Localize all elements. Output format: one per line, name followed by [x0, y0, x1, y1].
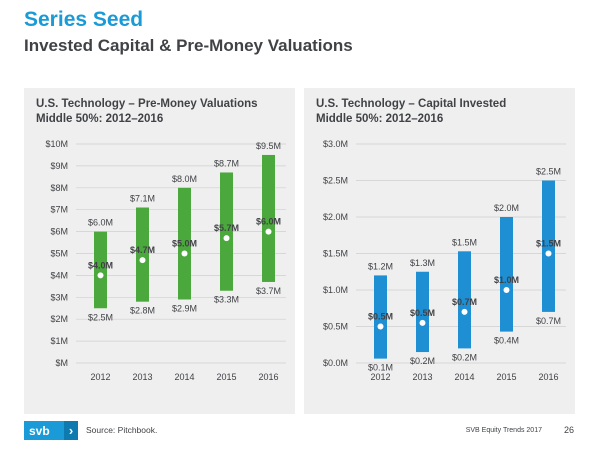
range-bar [374, 275, 387, 359]
y-tick-label: $5M [50, 249, 68, 259]
y-tick-label: $0.0M [323, 358, 348, 368]
page-title: Series Seed [24, 8, 144, 31]
y-tick-label: $1.0M [323, 285, 348, 295]
y-tick-label: $6M [50, 227, 68, 237]
x-tick-label: 2014 [174, 372, 194, 382]
range-bar [500, 217, 513, 332]
y-tick-label: $8M [50, 183, 68, 193]
y-tick-label: $4M [50, 270, 68, 280]
low-value-label: $2.5M [88, 312, 113, 322]
pre-money-chart: $M $1M $2M $3M $4M $5M $6M $7M $8M $9M $10M $6.0M $2… [45, 139, 286, 382]
range-bar [458, 251, 471, 349]
range-bar [542, 180, 555, 312]
median-value-label: $4.7M [130, 245, 155, 255]
low-value-label: $3.3M [214, 295, 239, 305]
y-tick-label: $10M [45, 139, 68, 149]
low-value-label: $0.4M [494, 336, 519, 346]
x-tick-label: 2013 [132, 372, 152, 382]
median-value-label: $0.5M [368, 312, 393, 322]
y-tick-label: $9M [50, 161, 68, 171]
median-marker [97, 272, 104, 279]
median-marker [461, 308, 468, 315]
y-tick-label: $2.0M [323, 212, 348, 222]
median-marker [545, 250, 552, 257]
range-bar [178, 187, 191, 300]
high-value-label: $1.5M [452, 237, 477, 247]
y-tick-label: $3M [50, 292, 68, 302]
chevron-right-icon: › [64, 421, 78, 440]
chart-title: U.S. Technology – Capital Invested Middl… [316, 97, 506, 127]
median-marker [419, 319, 426, 326]
low-value-label: $2.9M [172, 303, 197, 313]
range-bar [94, 231, 107, 309]
x-tick-label: 2015 [496, 372, 516, 382]
chart-subtitle-line: Middle 50%: 2012–2016 [316, 113, 444, 125]
median-value-label: $1.5M [536, 239, 561, 249]
high-value-label: $8.7M [214, 158, 239, 168]
y-tick-label: $2M [50, 314, 68, 324]
y-tick-label: $M [55, 358, 68, 368]
median-marker [265, 228, 272, 235]
median-value-label: $0.5M [410, 308, 435, 318]
source-note: Source: Pitchbook. [86, 425, 158, 435]
median-value-label: $1.0M [494, 275, 519, 285]
range-bar [220, 172, 233, 291]
y-tick-label: $1.5M [323, 249, 348, 259]
range-bar [416, 271, 429, 353]
chart-title: U.S. Technology – Pre-Money Valuations M… [36, 97, 258, 127]
low-value-label: $0.2M [452, 352, 477, 362]
y-tick-label: $0.5M [323, 322, 348, 332]
low-value-label: $0.2M [410, 356, 435, 366]
range-bar [136, 207, 149, 302]
y-tick-label: $3.0M [323, 139, 348, 149]
range-bar [262, 154, 275, 282]
chart-panel-capital-invested: U.S. Technology – Capital Invested Middl… [304, 88, 575, 414]
y-tick-label: $7M [50, 205, 68, 215]
logo-text: svb [29, 423, 50, 438]
high-value-label: $2.5M [536, 167, 561, 177]
low-value-label: $0.1M [368, 363, 393, 373]
median-value-label: $4.0M [88, 260, 113, 270]
svb-logo: svb › [24, 421, 78, 440]
page-subtitle: Invested Capital & Pre-Money Valuations [24, 36, 353, 55]
x-tick-label: 2014 [454, 372, 474, 382]
x-tick-label: 2016 [538, 372, 558, 382]
high-value-label: $1.2M [368, 261, 393, 271]
high-value-label: $2.0M [494, 203, 519, 213]
chart-subtitle-line: Middle 50%: 2012–2016 [36, 113, 164, 125]
x-tick-label: 2012 [90, 372, 110, 382]
median-value-label: $5.0M [172, 239, 197, 249]
x-tick-label: 2015 [216, 372, 236, 382]
median-value-label: $0.7M [452, 297, 477, 307]
x-tick-label: 2016 [258, 372, 278, 382]
median-marker [377, 323, 384, 330]
report-name: SVB Equity Trends 2017 [465, 427, 542, 434]
high-value-label: $6.0M [88, 218, 113, 228]
median-marker [503, 287, 510, 293]
median-marker [223, 235, 230, 242]
high-value-label: $7.1M [130, 194, 155, 204]
high-value-label: $1.3M [410, 258, 435, 268]
high-value-label: $8.0M [172, 174, 197, 184]
median-value-label: $6.0M [256, 217, 281, 227]
chart-title-line: U.S. Technology – Pre-Money Valuations [36, 98, 258, 110]
capital-invested-chart: $0.0M $0.5M $1.0M $1.5M $2.0M $2.5M $3.0M $1.2M… [323, 139, 566, 382]
low-value-label: $0.7M [536, 316, 561, 326]
median-marker [139, 257, 146, 264]
median-marker [181, 250, 188, 257]
low-value-label: $2.8M [130, 306, 155, 316]
low-value-label: $3.7M [256, 286, 281, 296]
chart-panel-pre-money: U.S. Technology – Pre-Money Valuations M… [24, 88, 295, 414]
y-tick-label: $1M [50, 336, 68, 346]
chart-title-line: U.S. Technology – Capital Invested [316, 98, 507, 110]
x-tick-label: 2012 [370, 372, 390, 382]
median-value-label: $5.7M [214, 223, 239, 233]
high-value-label: $9.5M [256, 141, 281, 151]
y-tick-label: $2.5M [323, 176, 348, 186]
x-tick-label: 2013 [412, 372, 432, 382]
page-number: 26 [563, 425, 574, 435]
